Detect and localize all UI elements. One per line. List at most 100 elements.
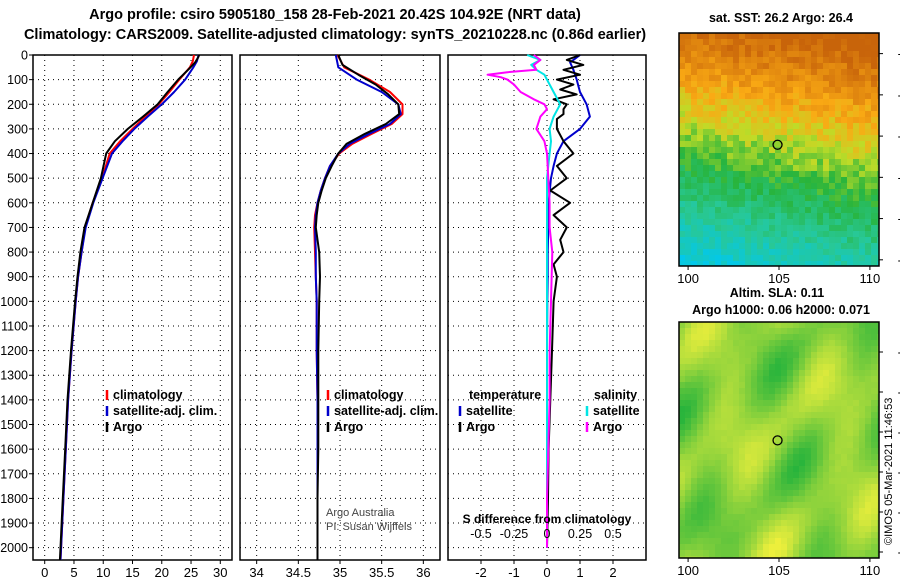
sst-map-cell xyxy=(739,255,745,261)
sla-map-cell xyxy=(871,556,877,558)
sst-map-cell xyxy=(679,69,685,75)
sla-map-cell xyxy=(769,382,775,388)
sla-map-cell xyxy=(805,436,811,442)
sla-map-cell xyxy=(721,490,727,496)
sst-map-cell xyxy=(751,117,757,123)
sla-map-cell xyxy=(769,460,775,466)
sla-map-cell xyxy=(817,388,823,394)
sst-map-cell xyxy=(835,225,841,231)
sla-map-title: Altim. SLA: 0.11 xyxy=(730,286,825,300)
sla-map-cell xyxy=(859,382,865,388)
sst-map-cell xyxy=(769,81,775,87)
sst-map-cell xyxy=(823,243,829,249)
sla-map-cell xyxy=(841,550,847,556)
sla-map-cell xyxy=(877,346,879,352)
sst-map-cell xyxy=(799,261,805,266)
sst-map-cell xyxy=(811,159,817,165)
sla-map-cell xyxy=(853,526,859,532)
sla-map-cell xyxy=(793,508,799,514)
sla-map-cell xyxy=(745,442,751,448)
sst-map-cell xyxy=(769,123,775,129)
sst-map-cell xyxy=(715,261,721,266)
sla-map-cell xyxy=(763,490,769,496)
sla-map-cell xyxy=(679,538,685,544)
sst-map-cell xyxy=(751,81,757,87)
sla-map-cell xyxy=(829,460,835,466)
sla-map-cell xyxy=(745,358,751,364)
sla-map-cell xyxy=(775,328,781,334)
sla-map-cell xyxy=(763,364,769,370)
sst-map-cell xyxy=(835,63,841,69)
sla-map-cell xyxy=(793,382,799,388)
sla-map-cell xyxy=(685,466,691,472)
depth-tick-label: 600 xyxy=(7,196,28,210)
sst-map-cell xyxy=(685,81,691,87)
sst-map-cell xyxy=(757,171,763,177)
sla-map-cell xyxy=(859,322,865,328)
sla-map-cell xyxy=(727,388,733,394)
sla-map-cell xyxy=(805,382,811,388)
sla-map-cell xyxy=(877,460,879,466)
sst-map-cell xyxy=(829,177,835,183)
sla-map-cell xyxy=(703,490,709,496)
sla-map-cell xyxy=(829,526,835,532)
sla-map-cell xyxy=(715,526,721,532)
sla-map-cell xyxy=(721,556,727,558)
sla-map-cell xyxy=(775,436,781,442)
sla-map-cell xyxy=(727,376,733,382)
sst-map-cell xyxy=(685,243,691,249)
sst-map-cell xyxy=(757,255,763,261)
sst-map-cell xyxy=(817,183,823,189)
sla-map-cell xyxy=(817,526,823,532)
sst-map-cell xyxy=(703,105,709,111)
sla-map-cell xyxy=(871,388,877,394)
sst-map-cell xyxy=(691,177,697,183)
sst-map-cell xyxy=(871,135,877,141)
sla-map-cell xyxy=(877,406,879,412)
sst-map-cell xyxy=(739,183,745,189)
sla-map-cell xyxy=(703,382,709,388)
sst-map-cell xyxy=(727,141,733,147)
sla-map-cell xyxy=(691,388,697,394)
sla-map-cell xyxy=(685,442,691,448)
sst-map-cell xyxy=(871,225,877,231)
sla-map-cell xyxy=(745,460,751,466)
sst-map-cell xyxy=(727,237,733,243)
sla-map-cell xyxy=(763,388,769,394)
sla-map-cell xyxy=(847,352,853,358)
sst-map-cell xyxy=(745,195,751,201)
sla-map-cell xyxy=(829,418,835,424)
sla-map-cell xyxy=(865,442,871,448)
sst-map-cell xyxy=(679,243,685,249)
sla-map-cell xyxy=(781,496,787,502)
sst-map-cell xyxy=(853,57,859,63)
sla-map-cell xyxy=(817,538,823,544)
sst-map-cell xyxy=(799,237,805,243)
sst-map-cell xyxy=(781,171,787,177)
sst-map-cell xyxy=(691,117,697,123)
sst-map-cell xyxy=(853,219,859,225)
sst-map-cell xyxy=(811,87,817,93)
sla-map-cell xyxy=(757,364,763,370)
sla-map-cell xyxy=(823,532,829,538)
sst-map-cell xyxy=(793,159,799,165)
sst-map-cell xyxy=(871,255,877,261)
sla-map-cell xyxy=(775,376,781,382)
sst-map-cell xyxy=(871,63,877,69)
sla-map-cell xyxy=(871,538,877,544)
sst-map-cell xyxy=(823,81,829,87)
sst-map-cell xyxy=(745,135,751,141)
sst-map-cell xyxy=(727,117,733,123)
sla-map-cell xyxy=(811,364,817,370)
sla-map-cell xyxy=(697,550,703,556)
sst-map-cell xyxy=(769,57,775,63)
sst-map-cell xyxy=(847,201,853,207)
sst-map-cell xyxy=(877,213,879,219)
sst-map-cell xyxy=(847,153,853,159)
sst-map-cell xyxy=(859,195,865,201)
sst-map-cell xyxy=(763,117,769,123)
sla-map-cell xyxy=(877,412,879,418)
sst-map-cell xyxy=(835,147,841,153)
sst-map-cell xyxy=(829,225,835,231)
sst-map-cell xyxy=(745,147,751,153)
